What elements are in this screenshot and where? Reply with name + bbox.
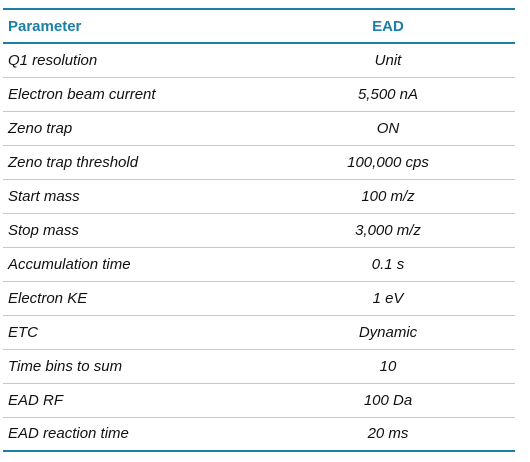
- ead-value-cell: 100 m/z: [361, 187, 415, 205]
- parameter-name-cell: EAD reaction time: [8, 425, 129, 443]
- ead-value-cell: 10: [379, 357, 397, 375]
- table-row: Start mass 100 m/z: [3, 179, 515, 213]
- parameter-table-container: Parameter EAD Q1 resolution Unit Electron …: [3, 8, 515, 452]
- parameter-name-cell: Start mass: [8, 187, 80, 205]
- table-row: Time bins to sum 10: [3, 349, 515, 383]
- ead-value-cell: 1 eV: [372, 289, 404, 307]
- table-row: EAD reaction time 20 ms: [3, 417, 515, 451]
- ead-value-cell: 100 Da: [363, 391, 413, 409]
- ead-value-cell: 3,000 m/z: [355, 221, 421, 239]
- parameter-name-cell: EAD RF: [8, 391, 64, 409]
- ead-value-cell: 20 ms: [367, 425, 409, 443]
- table-row: Electron KE 1 eV: [3, 281, 515, 315]
- table-row: ETC Dynamic: [3, 315, 515, 349]
- parameter-name-cell: Accumulation time: [8, 255, 131, 273]
- table-row: Accumulation time 0.1 s: [3, 247, 515, 281]
- table-row: EAD RF 100 Da: [3, 383, 515, 417]
- ead-value-cell: 5,500 nA: [357, 85, 419, 103]
- table-body: Q1 resolution Unit Electron beam current 5,…: [3, 43, 515, 451]
- table-header: Parameter EAD: [3, 9, 515, 43]
- ead-value-cell: 0.1 s: [371, 255, 405, 273]
- table-row: Electron beam current 5,500 nA: [3, 77, 515, 111]
- parameter-name-cell: ETC: [8, 323, 38, 341]
- header-parameter: Parameter: [8, 17, 82, 35]
- parameter-name-cell: Zeno trap: [8, 119, 73, 137]
- parameter-name-cell: Electron KE: [8, 289, 88, 307]
- table-row: Q1 resolution Unit: [3, 43, 515, 77]
- ead-value-cell: 100,000 cps: [347, 153, 429, 171]
- parameter-table: Parameter EAD Q1 resolution Unit Electron …: [3, 8, 515, 452]
- ead-value-cell: Dynamic: [358, 323, 418, 341]
- parameter-name-cell: Q1 resolution: [8, 51, 98, 69]
- header-ead: EAD: [372, 17, 404, 35]
- parameter-name-cell: Electron beam current: [8, 85, 156, 103]
- ead-value-cell: ON: [376, 119, 400, 137]
- table-row: Zeno trap ON: [3, 111, 515, 145]
- ead-value-cell: Unit: [374, 51, 402, 69]
- table-row: Stop mass 3,000 m/z: [3, 213, 515, 247]
- parameter-name-cell: Stop mass: [8, 221, 79, 239]
- parameter-name-cell: Time bins to sum: [8, 357, 123, 375]
- table-row: Zeno trap threshold 100,000 cps: [3, 145, 515, 179]
- header-row: Parameter EAD: [3, 9, 515, 43]
- parameter-name-cell: Zeno trap threshold: [8, 153, 139, 171]
